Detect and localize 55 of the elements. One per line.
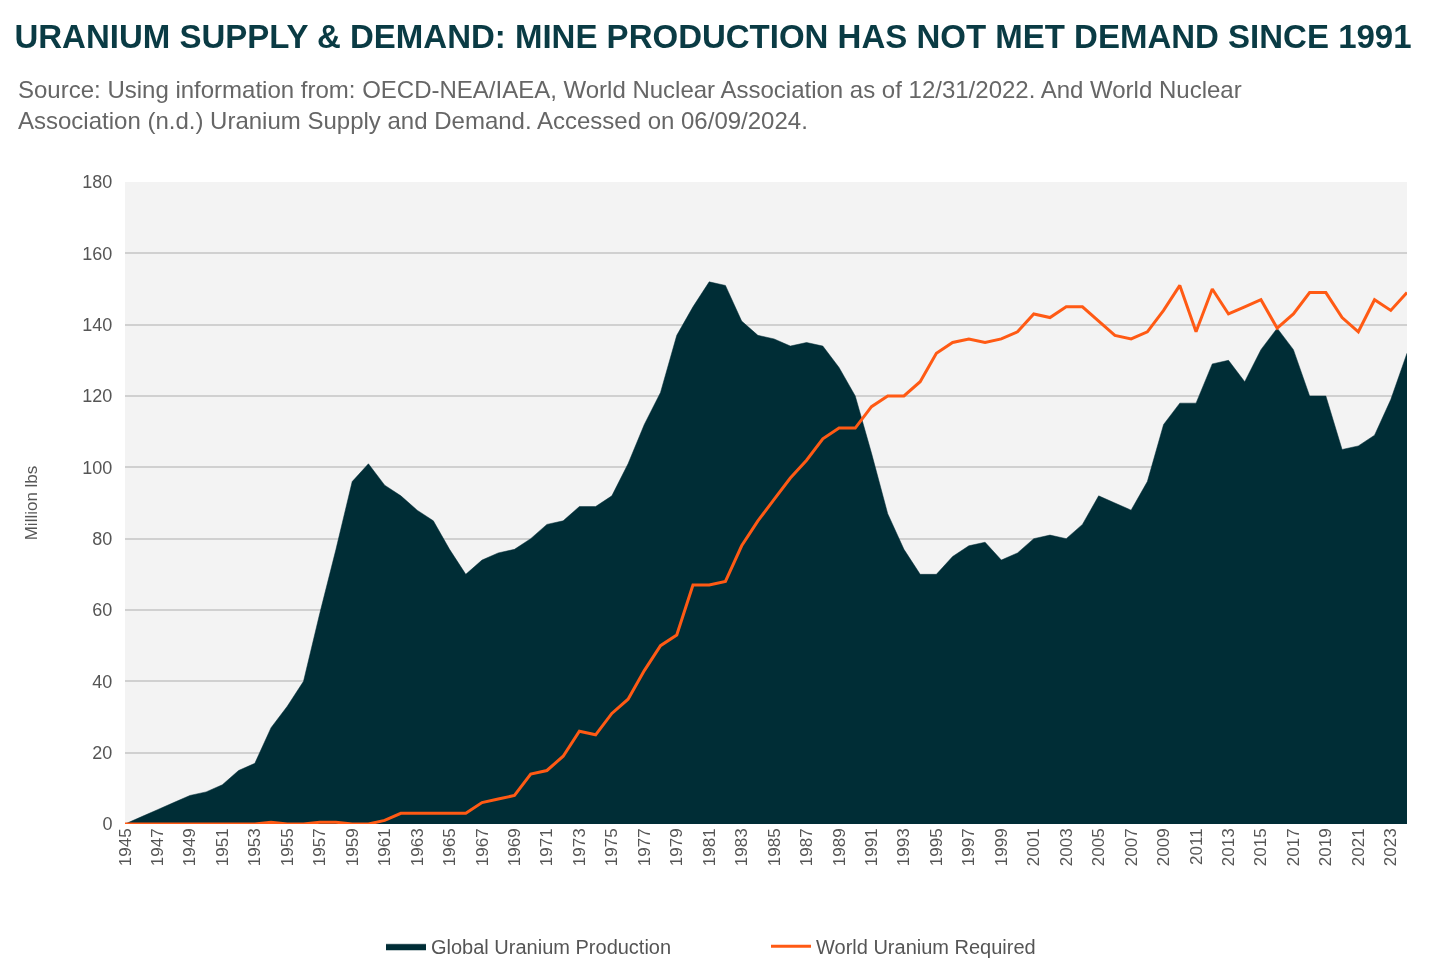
- x-tick-label: 1979: [667, 828, 687, 867]
- y-tick-label: 60: [92, 600, 113, 621]
- x-tick-label: 2021: [1348, 828, 1368, 867]
- x-tick-label: 1951: [212, 828, 232, 867]
- x-tick-label: 1991: [862, 828, 882, 867]
- x-tick-label: 1997: [959, 828, 979, 867]
- x-tick-label: 2017: [1283, 828, 1303, 867]
- x-tick-label: 1957: [310, 828, 330, 867]
- x-tick-label: 1965: [440, 828, 460, 867]
- x-tick-label: 2015: [1251, 828, 1271, 867]
- x-tick-label: 1977: [634, 828, 654, 867]
- x-tick-label: 1971: [537, 828, 557, 867]
- x-tick-label: 1949: [180, 828, 200, 867]
- x-tick-label: 2005: [1089, 828, 1109, 867]
- x-tick-label: 1983: [732, 828, 752, 867]
- x-tick-label: 1959: [342, 828, 362, 867]
- y-tick-label: 20: [92, 742, 113, 763]
- x-tick-label: 1995: [926, 828, 946, 867]
- x-tick-label: 2023: [1381, 828, 1401, 867]
- x-tick-label: 1953: [245, 828, 265, 867]
- x-tick-label: 1955: [277, 828, 297, 867]
- x-tick-label: 2011: [1186, 828, 1206, 865]
- x-tick-label: 1969: [504, 828, 524, 867]
- chart-title: URANIUM SUPPLY & DEMAND: MINE PRODUCTION HAS NOT MET DEMAND SINCE 1991: [14, 17, 1412, 55]
- x-tick-label: 1985: [764, 828, 784, 867]
- y-tick-label: 0: [102, 814, 113, 835]
- y-tick-label: 100: [82, 457, 113, 478]
- x-tick-label: 1975: [602, 828, 622, 867]
- x-tick-label: 1961: [375, 828, 395, 867]
- legend-label: Global Uranium Production: [431, 936, 672, 959]
- x-tick-label: 1987: [797, 828, 817, 867]
- x-tick-label: 1989: [829, 828, 849, 867]
- x-tick-label: 2003: [1056, 828, 1076, 867]
- y-axis-title: Million lbs: [21, 465, 41, 541]
- y-tick-label: 160: [82, 243, 113, 264]
- x-tick-label: 2007: [1121, 828, 1141, 867]
- x-tick-label: 2009: [1154, 828, 1174, 867]
- x-tick-label: 1963: [407, 828, 427, 867]
- x-tick-label: 1999: [991, 828, 1011, 867]
- x-tick-label: 2001: [1024, 828, 1044, 867]
- x-tick-label: 1993: [894, 828, 914, 867]
- y-tick-label: 120: [82, 386, 113, 407]
- y-tick-label: 40: [92, 671, 113, 692]
- x-tick-label: 1947: [147, 828, 167, 867]
- y-tick-label: 140: [82, 314, 113, 335]
- source-note: Source: Using information from: OECD-NEA/IAEA, World Nuclear Association as of 12/31/2022. And World Nuclear Association (n.d.) Uranium Supply and Demand. Accessed on 06/09/2024.: [18, 76, 1242, 135]
- x-tick-label: 1973: [569, 828, 589, 867]
- x-tick-label: 1967: [472, 828, 492, 867]
- y-tick-label: 80: [92, 528, 113, 549]
- x-tick-label: 2013: [1219, 828, 1239, 867]
- legend-label: World Uranium Required: [816, 936, 1036, 959]
- y-tick-label: 180: [82, 172, 113, 193]
- x-tick-label: 2019: [1316, 828, 1336, 867]
- x-tick-label: 1981: [699, 828, 719, 867]
- x-tick-label: 1945: [115, 828, 135, 867]
